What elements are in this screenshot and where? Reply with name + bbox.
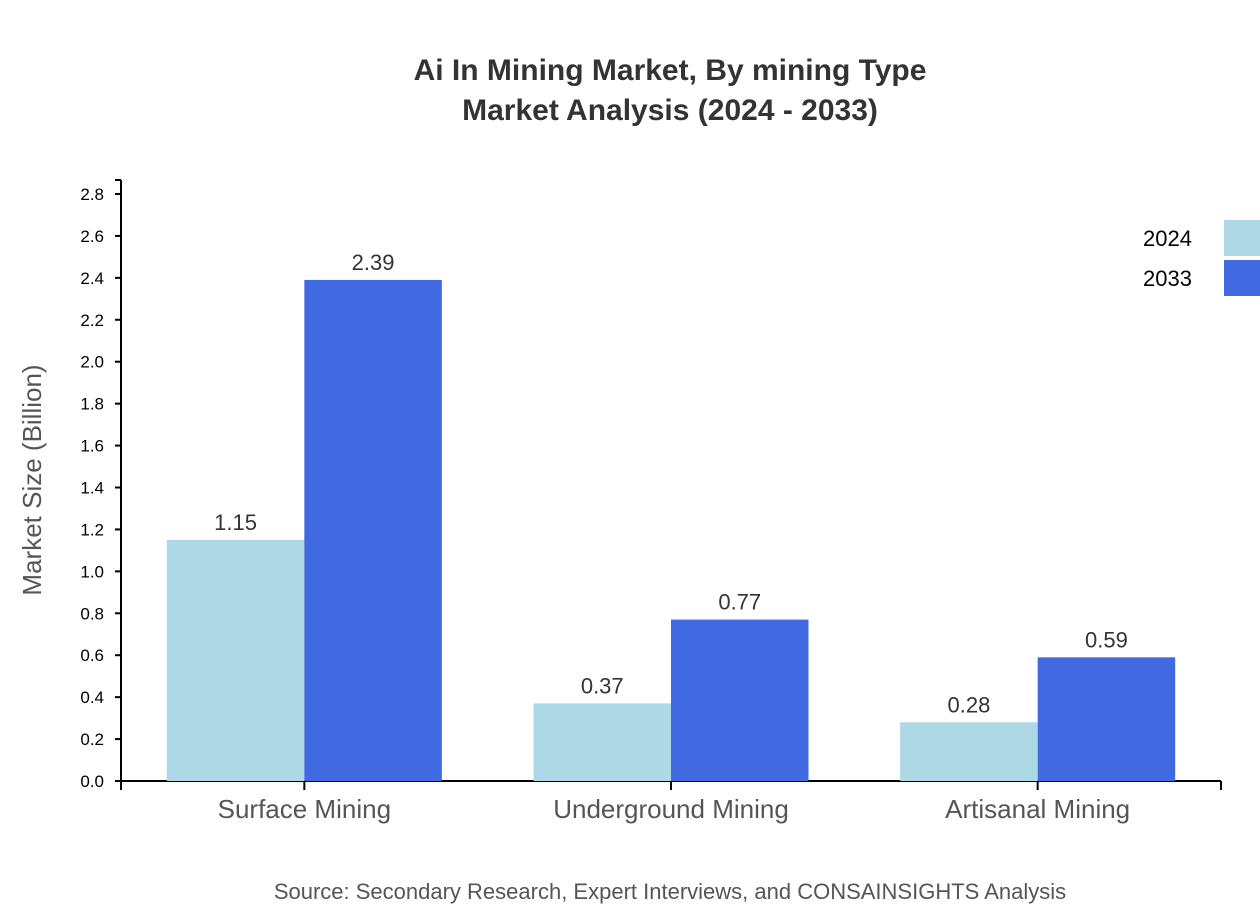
legend-swatch-2033: [1224, 260, 1260, 296]
data-label: 0.37: [581, 673, 624, 698]
x-tick-label: Artisanal Mining: [945, 794, 1130, 824]
y-tick-label: 2.4: [80, 269, 104, 288]
y-tick-label: 1.6: [80, 437, 104, 456]
bar-2033: [671, 619, 809, 781]
y-tick-label: 1.2: [80, 520, 104, 539]
bar-2024: [166, 539, 305, 781]
data-label: 1.15: [214, 510, 257, 535]
y-tick-label: 2.6: [80, 227, 104, 246]
y-tick-label: 0.8: [80, 604, 104, 623]
legend: 2024 2033: [1143, 220, 1260, 296]
y-tick-label: 0.6: [80, 646, 104, 665]
y-axis-label: Market Size (Billion): [17, 364, 47, 595]
y-tick-label: 1.4: [80, 479, 104, 498]
y-tick-label: 0.2: [80, 730, 104, 749]
x-tick-label: Surface Mining: [218, 794, 391, 824]
x-tick-label: Underground Mining: [553, 794, 789, 824]
legend-label: 2033: [1143, 266, 1192, 291]
data-label: 0.77: [718, 590, 761, 615]
bar-2024: [533, 703, 671, 781]
y-tick-label: 2.2: [80, 311, 104, 330]
y-tick-label: 1.8: [80, 395, 104, 414]
bar-2033: [1037, 657, 1176, 781]
x-axis: Surface Mining Underground Mining Artisana…: [120, 780, 1222, 824]
chart-title: Ai In Mining Market, By mining Type: [414, 54, 927, 87]
y-tick-label: 0.0: [80, 772, 104, 791]
legend-label: 2024: [1143, 226, 1192, 251]
y-tick-label: 0.4: [80, 688, 104, 707]
chart-subtitle: Market Analysis (2024 - 2033): [462, 94, 878, 127]
data-label: 2.39: [352, 250, 395, 275]
legend-swatch-2024: [1224, 220, 1260, 256]
source-note: Source: Secondary Research, Expert Inter…: [274, 879, 1066, 904]
data-label: 0.28: [948, 692, 991, 717]
data-label: 0.59: [1085, 627, 1128, 652]
y-tick-label: 1.0: [80, 562, 104, 581]
y-tick-label: 2.0: [80, 353, 104, 372]
bar-2033: [304, 279, 442, 781]
y-axis: 0.0 0.2 0.4 0.6 0.8 1.0 1.2 1.4 1.6 1.8 2.0 2.2 2.4 2…: [80, 179, 122, 791]
y-tick-label: 2.8: [80, 185, 104, 204]
bars: 1.15 2.39 0.37 0.77 0.28 0.59: [166, 250, 1176, 781]
bar-2024: [900, 722, 1038, 781]
